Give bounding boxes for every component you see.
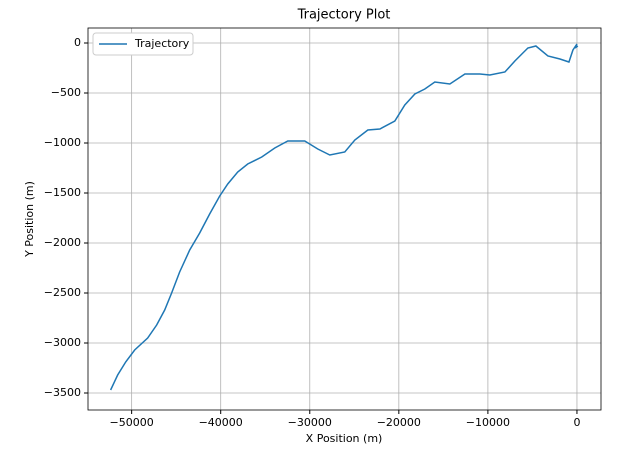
x-axis-label: X Position (m)	[306, 432, 383, 445]
legend-box	[92, 32, 194, 56]
y-tick-label: −2000	[44, 236, 81, 249]
x-tick-label: −50000	[110, 416, 154, 429]
plot-frame	[87, 27, 602, 411]
y-axis-label: Y Position (m)	[23, 181, 36, 258]
x-tick-label: −30000	[288, 416, 332, 429]
x-tick-label: −20000	[377, 416, 421, 429]
x-tick-label: −10000	[466, 416, 510, 429]
line	[109, 43, 579, 391]
y-tick-label: −1500	[44, 186, 81, 199]
legend-label: Trajectory	[134, 37, 190, 50]
y-tick-label: 0	[74, 36, 81, 49]
y-tick-label: −2500	[44, 286, 81, 299]
y-tick-label: −3000	[44, 336, 81, 349]
x-tick-label: −40000	[199, 416, 243, 429]
chart-title: Trajectory Plot	[297, 8, 391, 23]
y-tick-label: −3500	[44, 386, 81, 399]
y-tick-label: −1000	[44, 136, 81, 149]
x-tick-label: 0	[573, 416, 580, 429]
y-tick-label: −500	[51, 86, 81, 99]
